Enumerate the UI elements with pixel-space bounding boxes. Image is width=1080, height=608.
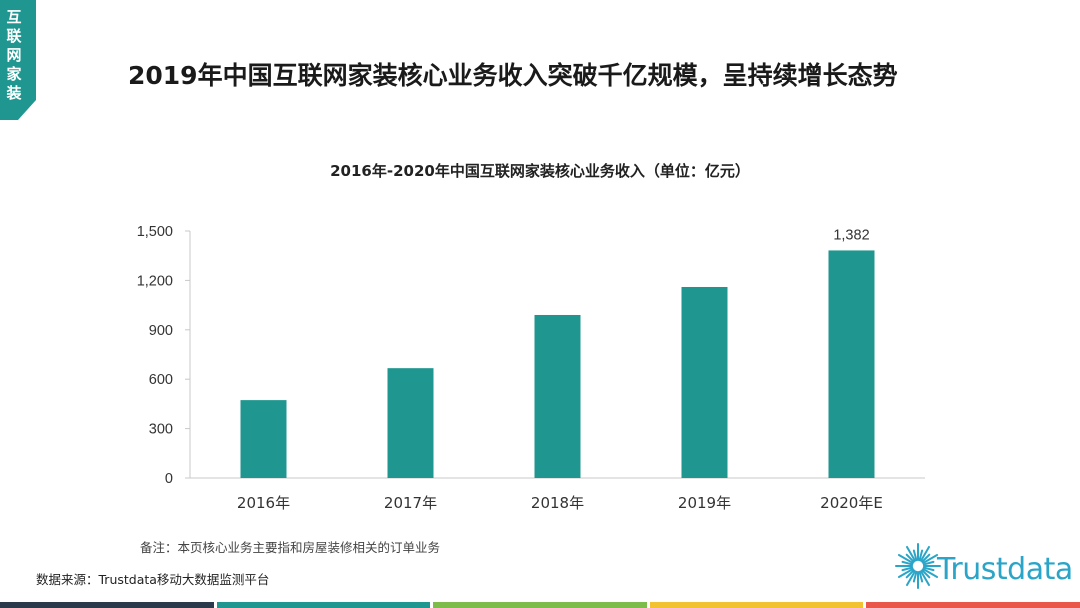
logo-ray — [905, 553, 915, 563]
bar — [387, 368, 434, 478]
logo-ray — [897, 568, 914, 578]
x-tick-label: 2017年 — [384, 494, 437, 512]
logo-ray — [920, 545, 930, 562]
bar — [534, 314, 581, 478]
section-tab-label: 互联网家装 — [6, 8, 22, 102]
y-tick-label: 900 — [149, 323, 173, 339]
logo-ray — [901, 566, 914, 572]
section-tab-shape — [0, 0, 36, 120]
trustdata-logo: Trustdata — [893, 538, 1073, 594]
logo-text: Trustdata — [937, 552, 1073, 587]
logo-ray — [921, 569, 931, 579]
logo-ray — [901, 560, 914, 566]
logo-ray — [918, 570, 924, 583]
y-tick-label: 1,200 — [137, 273, 173, 289]
bottom-bar-segment — [433, 602, 647, 608]
logo-ray — [906, 570, 916, 587]
bar — [828, 250, 875, 478]
bottom-bar-segment — [0, 602, 214, 608]
logo-ray — [897, 554, 914, 564]
y-tick-label: 0 — [165, 471, 173, 487]
bar — [240, 400, 287, 478]
x-tick-label: 2020年E — [820, 494, 883, 512]
bottom-bar-segment — [866, 602, 1080, 608]
logo-ray — [920, 570, 930, 587]
data-label: 1,382 — [833, 227, 869, 243]
x-tick-label: 2019年 — [678, 494, 731, 512]
logo-ray — [912, 570, 918, 583]
bar-chart: 0 300 600 900 1,200 1,500 2016年 2017年 2018年 2019年… — [137, 224, 925, 512]
logo-ray — [906, 545, 916, 562]
bottom-bar-segment — [216, 602, 431, 608]
x-tick-label: 2016年 — [237, 494, 290, 512]
footnote: 备注：本页核心业务主要指和房屋装修相关的订单业务 — [140, 540, 441, 555]
page-title: 2019年中国互联网家装核心业务收入突破千亿规模，呈持续增长态势 — [128, 61, 898, 90]
logo-ray — [921, 553, 931, 563]
y-tick-label: 1,500 — [137, 224, 173, 240]
sunburst-logo-icon — [895, 543, 941, 589]
logo-ray — [905, 569, 915, 579]
data-source: 数据来源：Trustdata移动大数据监测平台 — [36, 572, 270, 587]
section-tab: 互联网家装 — [0, 0, 36, 120]
chart-title: 2016年-2020年中国互联网家装核心业务收入（单位：亿元） — [330, 162, 750, 180]
logo-ray — [912, 549, 918, 562]
bottom-bar-segment — [649, 602, 864, 608]
logo-ray — [922, 568, 939, 578]
y-tick-label: 600 — [149, 372, 173, 388]
logo-ray — [922, 554, 939, 564]
logo-ray — [922, 560, 935, 566]
bar — [681, 286, 728, 478]
y-tick-label: 300 — [149, 422, 173, 438]
x-tick-label: 2018年 — [531, 494, 584, 512]
logo-ray — [918, 549, 924, 562]
logo-ray — [922, 566, 935, 572]
bottom-color-bar — [0, 602, 1080, 608]
